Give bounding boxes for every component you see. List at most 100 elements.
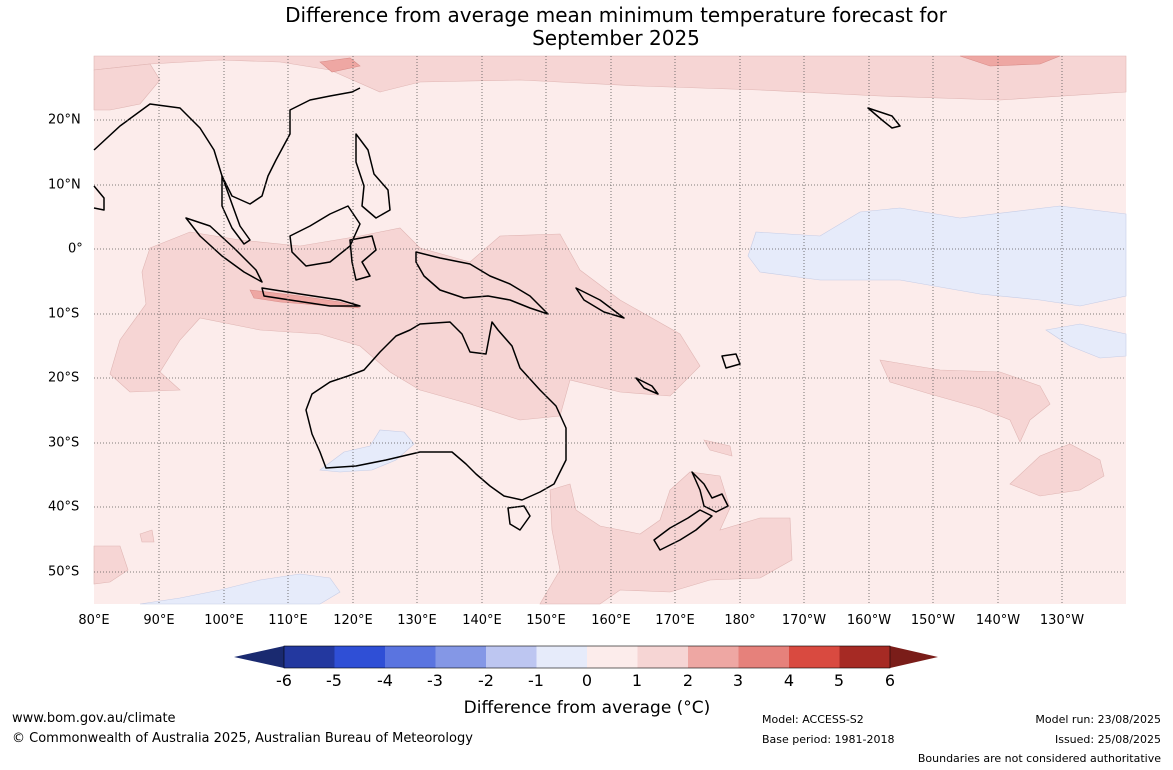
colorbar-tick-label: -3 [427,671,443,690]
colorbar-cell [738,646,790,668]
india-coastline [93,185,105,211]
new-zealand-south-coastline [653,509,713,551]
small-warm-patch [139,529,155,543]
x-tick-label: 170°W [781,613,827,628]
colorbar-cell [486,646,537,668]
borneo-coastline [289,205,361,267]
x-tick-label: 160°E [591,613,631,628]
chart-title: Difference from average mean minimum tem… [0,4,1173,50]
colorbar-low-extension [234,646,284,668]
footer-url[interactable]: www.bom.gov.au/climate [12,711,176,726]
y-tick-label: 0° [68,241,83,257]
y-tick-label: 40°S [48,499,80,515]
southeast-pacific-cool-region [1045,323,1127,359]
colorbar-tick-label: 0 [581,671,593,690]
y-tick-label: 20°N [48,112,81,128]
footer-issued: Issued: 25/08/2025 [1054,733,1161,746]
tasman-warm-region [703,439,733,457]
colorbar-label: Difference from average (°C) [463,698,711,718]
south-indian-warm-region [93,545,129,585]
colorbar-outline [283,645,891,669]
y-tick-label: 30°S [48,435,80,451]
x-tick-label: 140°E [462,613,502,628]
x-tick-label: 120°E [333,613,373,628]
philippines-coastline [355,133,391,219]
new-guinea-coastline [415,251,549,315]
footer-model-run: Model run: 23/08/2025 [1035,713,1161,726]
x-tick-label: 130°E [397,613,437,628]
y-tick-label: 50°S [48,564,80,580]
strong-warm-patches [249,55,1061,309]
footer-model: Model: ACCESS-S2 [762,713,864,726]
x-tick-label: 150°W [910,613,956,628]
colorbar-cell [334,646,386,668]
central-pacific-cool-region [747,205,1127,307]
x-tick-label: 180° [724,613,756,628]
colorbar-cell [688,646,739,668]
colorbar-cell [284,646,335,668]
x-tick-label: 150°E [526,613,566,628]
colorbar-tick-label: 6 [884,671,896,690]
east-pacific-warm-region [1009,443,1105,497]
forecast-map [93,55,1127,669]
colorbar-tick-label: 4 [783,671,795,690]
sulawesi-coastline [349,235,377,281]
colorbar-cell [637,646,689,668]
colorbar-tick-label: 2 [682,671,694,690]
x-tick-label: 100°E [204,613,244,628]
java-coastline [261,287,361,307]
southeast-asia-coastline [93,87,361,205]
y-tick-label: 10°S [48,306,80,322]
new-zealand-north-coastline [691,471,729,513]
australia-coastline [305,321,567,501]
great-australian-bight-cool-region [319,429,415,473]
china-sea-strong-warm-patch [319,57,361,73]
colorbar-tick-label: -6 [276,671,292,690]
java-strong-warm-patch [249,289,361,309]
footer-disclaimer: Boundaries are not considered authoritat… [917,752,1161,765]
colorbar-cell [839,646,891,668]
x-tick-label: 90°E [143,613,175,628]
colorbar-tick-label: -5 [326,671,342,690]
footer-copyright: © Commonwealth of Australia 2025, Austra… [12,731,473,746]
colorbar-cell [587,646,638,668]
colorbar [234,645,938,669]
southern-ocean-cool-region [139,573,341,605]
new-caledonia-coastline [635,377,659,395]
colorbar-tick-label: 1 [631,671,643,690]
sumatra-coastline [185,217,263,283]
footer-base-period: Base period: 1981-2018 [762,733,895,746]
x-tick-label: 80°E [78,613,110,628]
x-tick-label: 110°E [268,613,308,628]
southern-ocean-warm-region [539,471,793,605]
tasmania-coastline [507,505,531,531]
colorbar-cell [536,646,588,668]
north-pacific-strong-warm-patch [959,55,1061,67]
x-tick-label: 140°W [975,613,1021,628]
graticule [94,56,1126,604]
colorbar-tick-label: -2 [478,671,494,690]
colorbar-tick-label: 5 [833,671,845,690]
title-line-2: September 2025 [532,26,700,50]
north-indian-warm-region [93,63,161,111]
colorbar-cell [789,646,840,668]
hawaii-coastline [867,107,901,129]
colorbar-cell [435,646,487,668]
coastlines [93,87,901,551]
x-tick-label: 160°W [846,613,892,628]
colorbar-tick-label: -4 [377,671,393,690]
colorbar-tick-label: -1 [528,671,544,690]
x-tick-label: 130°W [1039,613,1085,628]
y-tick-label: 10°N [48,177,81,193]
x-tick-label: 170°E [655,613,695,628]
colorbar-tick-label: 3 [732,671,744,690]
title-line-1: Difference from average mean minimum tem… [285,3,947,27]
fiji-coastline [721,353,741,369]
south-pacific-warm-region [879,359,1051,443]
colorbar-cell [385,646,436,668]
solomon-islands-coastline [575,287,625,319]
colorbar-high-extension [890,646,938,668]
y-tick-label: 20°S [48,370,80,386]
cool-anomaly-regions [139,205,1127,605]
warm-anomaly-regions [93,55,1127,605]
